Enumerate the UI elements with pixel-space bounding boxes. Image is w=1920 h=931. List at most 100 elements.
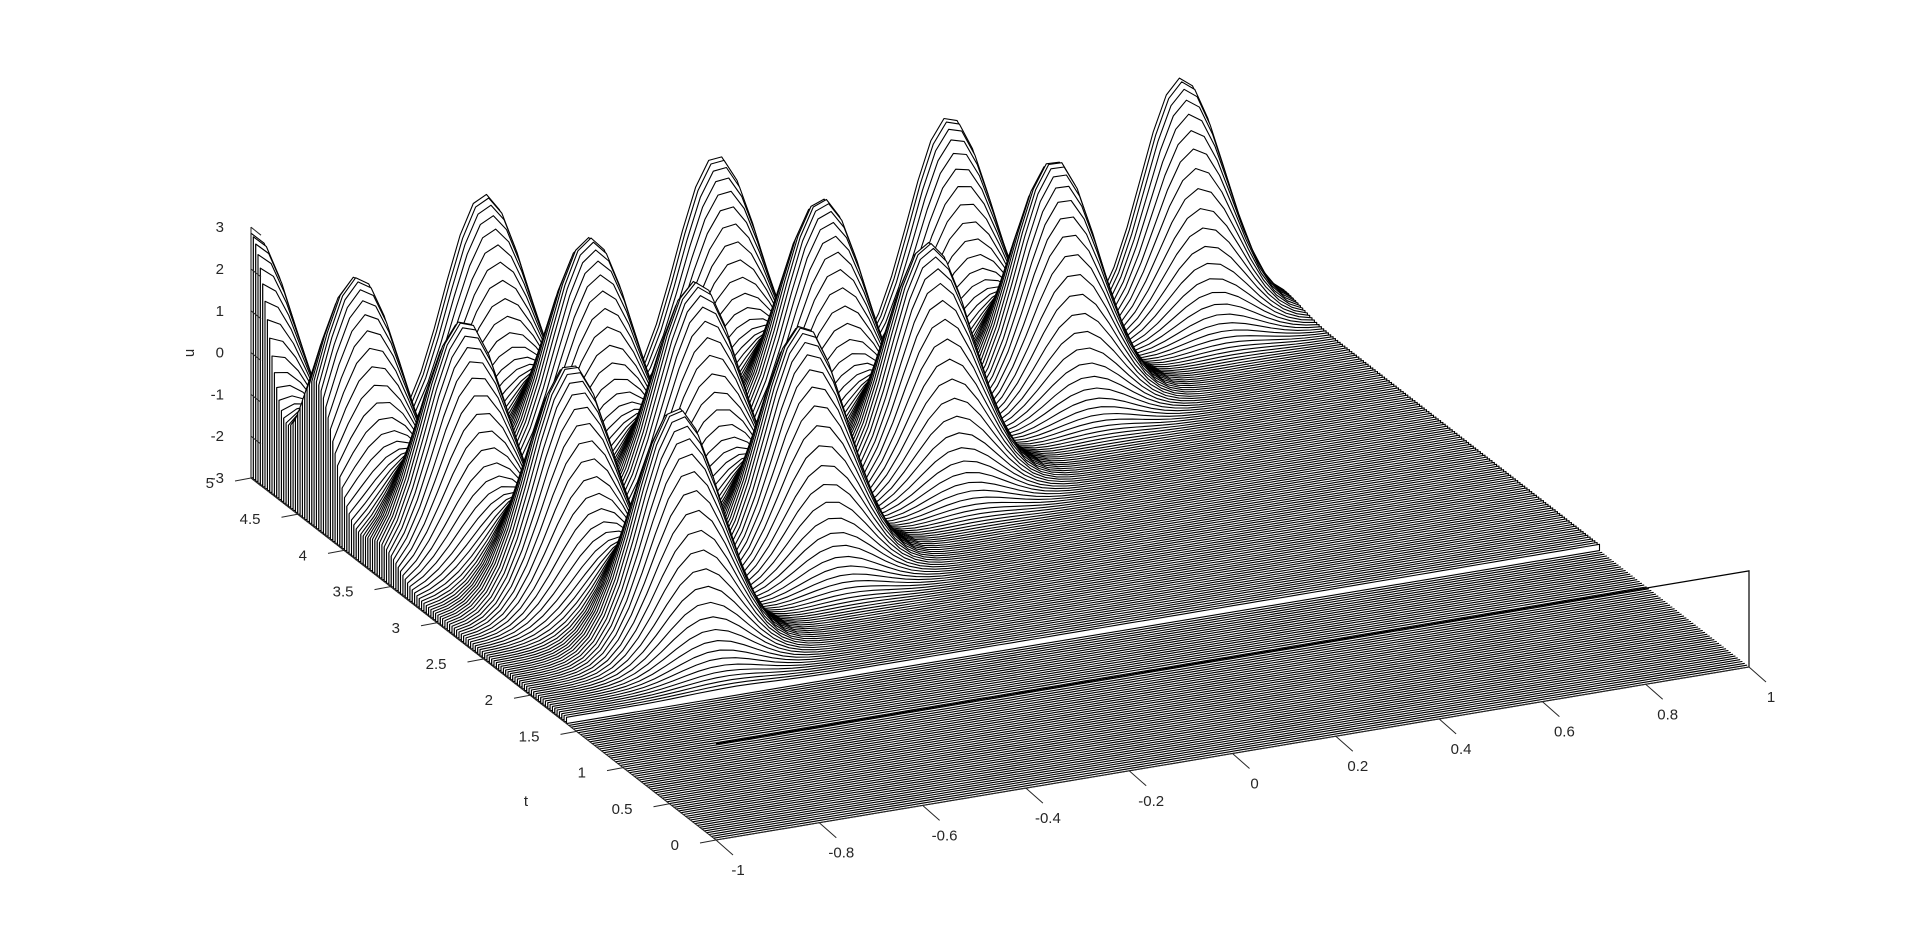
x-tick-label: 0.2	[1347, 758, 1368, 775]
u-tick-label: 1	[216, 303, 224, 320]
waterfall-curve	[636, 604, 1671, 779]
u-tick-mark	[250, 435, 262, 445]
t-tick-label: 3.5	[333, 584, 354, 601]
x-tick-mark	[1748, 666, 1767, 683]
t-tick-label: 0	[671, 837, 679, 854]
waterfall-curve	[565, 543, 1601, 725]
waterfall-curve	[654, 619, 1689, 794]
waterfall-curve	[577, 559, 1612, 734]
x-tick-label: -0.4	[1035, 810, 1061, 827]
x-axis-ticks: -1 -0.8 -0.6 -0.4 -0.2 0 0.2 0.4 0.6 0.8 1	[715, 666, 1775, 879]
t-tick-label: 3	[392, 620, 400, 637]
waterfall-curve	[626, 597, 1661, 772]
waterfall-curve	[708, 660, 1743, 836]
waterfall-curve	[628, 599, 1664, 774]
waterfall-curve	[671, 631, 1706, 806]
t-tick-mark	[467, 658, 484, 663]
waterfall-curve	[612, 586, 1647, 761]
x-tick-mark	[1025, 787, 1044, 804]
t-tick-mark	[653, 803, 670, 808]
waterfall-curve	[692, 648, 1727, 823]
t-tick-label: 4	[299, 547, 307, 564]
waterfall-curve	[710, 662, 1745, 837]
x-tick-mark	[1542, 701, 1560, 717]
waterfall-curve	[598, 575, 1633, 750]
t-tick-mark	[606, 767, 624, 772]
t-tick-label: 1.5	[519, 728, 540, 745]
waterfall-curve	[568, 551, 1603, 726]
waterfall-curve	[650, 615, 1685, 790]
u-axis-label: u	[181, 349, 198, 357]
waterfall-curve	[633, 602, 1668, 777]
t-tick-mark	[560, 730, 577, 735]
x-tick-label: 1	[1767, 689, 1775, 706]
x-tick-mark	[1438, 718, 1457, 735]
t-axis-ticks: 0 0.5 1 1.5 2 2.5 3 3.5 4 4.5 5	[206, 475, 717, 854]
surface-group	[250, 77, 1750, 841]
waterfall-curve	[617, 590, 1652, 765]
waterfall-curve	[607, 582, 1643, 757]
u-tick-label: 3	[216, 219, 224, 236]
waterfall-curve	[685, 642, 1720, 817]
t-tick-label: 5	[206, 475, 214, 492]
x-tick-mark	[1335, 735, 1354, 752]
x-tick-mark	[1645, 683, 1664, 700]
x-tick-label: 0.8	[1657, 706, 1678, 723]
u-tick-mark	[250, 352, 262, 361]
waterfall-curve	[619, 591, 1654, 766]
x-tick-label: 0	[1250, 776, 1258, 793]
u-tick-label: -2	[211, 428, 224, 445]
u-tick-mark	[250, 477, 262, 487]
waterfall-curve	[699, 653, 1734, 828]
t-tick-mark	[234, 477, 252, 482]
t-tick-mark	[327, 549, 345, 554]
x-tick-label: -0.2	[1138, 793, 1164, 810]
waterfall-curve	[570, 553, 1605, 728]
waterfall-curve	[659, 622, 1694, 797]
waterfall-curve	[605, 580, 1640, 756]
x-tick-label: -0.6	[932, 827, 958, 844]
waterfall-curve	[694, 650, 1729, 825]
waterfall-curve	[675, 635, 1710, 810]
waterfall-curve	[586, 566, 1622, 741]
waterfall-curve	[680, 639, 1715, 814]
waterfall-curve	[713, 664, 1748, 839]
waterfall-curve	[575, 557, 1610, 732]
t-tick-mark	[513, 694, 531, 699]
t-tick-mark	[281, 513, 298, 518]
t-tick-label: 1	[578, 765, 586, 782]
u-tick-label: 0	[216, 345, 224, 362]
waterfall-curve	[600, 577, 1636, 752]
waterfall-curve	[682, 640, 1717, 816]
u-tick-mark	[250, 394, 262, 403]
waterfall-curve	[689, 646, 1724, 821]
waterfall-curve	[591, 570, 1626, 745]
x-tick-label: 0.6	[1554, 724, 1575, 741]
u-tick-mark	[250, 226, 262, 236]
u-tick-mark	[250, 310, 262, 320]
waterfall-curve	[572, 555, 1608, 730]
waterfall-curve	[701, 655, 1736, 830]
waterfall-curve	[614, 588, 1650, 763]
x-tick-label: 0.4	[1451, 741, 1472, 758]
waterfall-curve	[643, 610, 1678, 785]
waterfall-curve	[603, 579, 1638, 754]
t-tick-label: 0.5	[612, 801, 633, 818]
u-tick-label: -3	[211, 470, 224, 487]
waterfall-curve	[652, 617, 1687, 792]
x-tick-mark	[1128, 770, 1147, 787]
t-tick-mark	[699, 839, 717, 844]
waterfall-curve	[631, 600, 1666, 776]
waterfall-curve	[645, 611, 1680, 786]
x-tick-mark	[922, 805, 940, 821]
waterfall-curve	[687, 644, 1722, 819]
waterfall-curve	[579, 560, 1615, 736]
waterfall-curve	[640, 608, 1675, 783]
waterfall-curve	[589, 568, 1624, 743]
waterfall-curve	[610, 584, 1645, 759]
waterfall-curve	[582, 562, 1617, 737]
waterfall-curve	[596, 573, 1631, 748]
t-tick-mark	[420, 622, 438, 627]
u-tick-label: 2	[216, 261, 224, 278]
